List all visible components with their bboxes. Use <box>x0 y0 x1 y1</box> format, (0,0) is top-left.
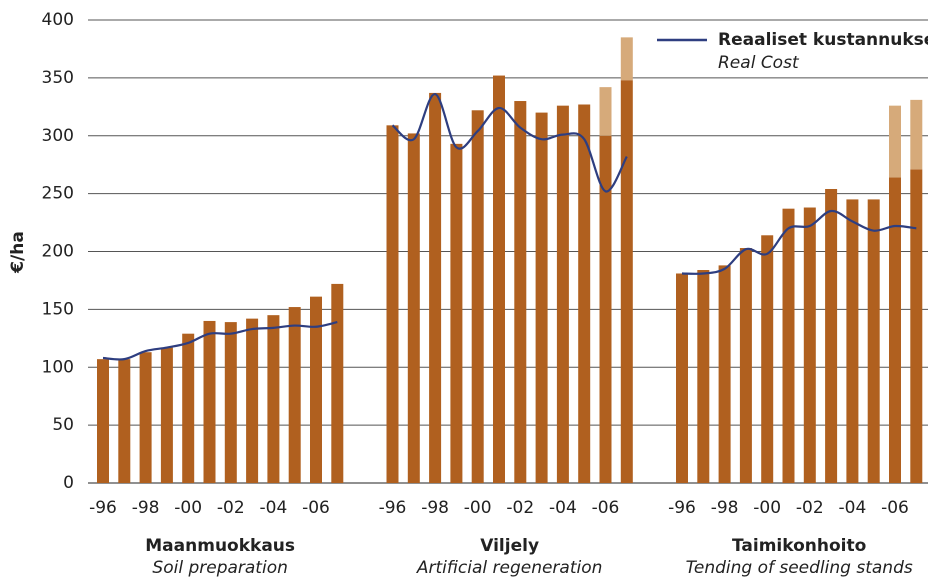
bar <box>182 333 195 483</box>
legend-label: Reaaliset kustannukset <box>718 30 928 50</box>
group-subtitle: Tending of seedling stands <box>686 558 913 578</box>
bar <box>697 270 710 483</box>
bar <box>535 112 548 483</box>
x-tick-label: -98 <box>711 498 739 518</box>
y-tick-label: 400 <box>42 10 74 30</box>
x-tick-label: -02 <box>506 498 534 518</box>
bar-extra <box>599 87 612 136</box>
group-title: Maanmuokkaus <box>145 536 295 556</box>
x-tick-label: -06 <box>302 498 330 518</box>
bar <box>910 169 923 483</box>
group-title: Taimikonhoito <box>732 536 866 556</box>
y-tick-label: 50 <box>52 415 74 435</box>
bar <box>825 188 838 483</box>
x-tick-label: -02 <box>796 498 824 518</box>
real-cost-line <box>681 209 917 275</box>
bar <box>97 359 109 483</box>
y-tick-label: 0 <box>63 473 74 493</box>
x-tick-label: -04 <box>260 498 288 518</box>
bar <box>782 208 795 484</box>
x-tick-label: -00 <box>464 498 492 518</box>
bar <box>139 352 152 483</box>
bar <box>160 347 173 483</box>
bar <box>867 199 880 483</box>
bar <box>718 265 731 483</box>
y-tick-label: 150 <box>42 299 74 319</box>
bar <box>450 143 463 484</box>
x-tick-label: -00 <box>174 498 202 518</box>
bar <box>578 104 591 483</box>
x-tick-label: -04 <box>549 498 577 518</box>
bar <box>288 307 301 483</box>
bar <box>331 283 344 483</box>
real-cost-line <box>102 321 338 361</box>
bar-extra <box>620 37 633 81</box>
bar <box>739 248 752 483</box>
x-tick-label: -98 <box>421 498 449 518</box>
bar <box>599 135 612 483</box>
bar-extra <box>889 105 901 178</box>
bar <box>203 320 216 483</box>
bar <box>761 235 774 483</box>
x-tick-label: -98 <box>132 498 160 518</box>
group-subtitle: Soil preparation <box>152 558 287 578</box>
bar <box>429 92 442 484</box>
y-axis-label: €/ha <box>8 231 28 274</box>
x-tick-label: -96 <box>668 498 696 518</box>
bar <box>224 322 237 483</box>
bar <box>118 359 131 483</box>
y-tick-label: 250 <box>42 184 74 204</box>
y-tick-label: 100 <box>42 357 74 377</box>
y-tick-label: 200 <box>42 242 74 262</box>
y-tick-label: 300 <box>42 126 74 146</box>
bar <box>471 110 484 483</box>
x-tick-label: -06 <box>592 498 620 518</box>
group-title: Viljely <box>480 536 539 556</box>
bar <box>556 105 569 483</box>
x-tick-label: -06 <box>881 498 909 518</box>
bar <box>386 125 399 484</box>
bar-extra <box>910 99 923 170</box>
bar <box>676 273 688 483</box>
x-tick-label: -96 <box>379 498 407 518</box>
x-tick-label: -02 <box>217 498 245 518</box>
bar <box>267 315 280 483</box>
x-tick-label: -96 <box>89 498 117 518</box>
bar <box>803 207 816 483</box>
x-tick-label: -04 <box>839 498 867 518</box>
bar <box>846 199 859 483</box>
bar <box>514 101 527 484</box>
group-subtitle: Artificial regeneration <box>416 558 603 578</box>
bar <box>407 133 420 483</box>
x-tick-label: -00 <box>753 498 781 518</box>
y-tick-label: 350 <box>42 68 74 88</box>
real-cost-line <box>391 92 628 193</box>
bar <box>246 318 259 483</box>
bar <box>620 80 633 483</box>
bar <box>493 75 505 483</box>
bar <box>310 296 322 483</box>
legend-sublabel: Real Cost <box>718 53 800 73</box>
bar <box>889 177 901 484</box>
